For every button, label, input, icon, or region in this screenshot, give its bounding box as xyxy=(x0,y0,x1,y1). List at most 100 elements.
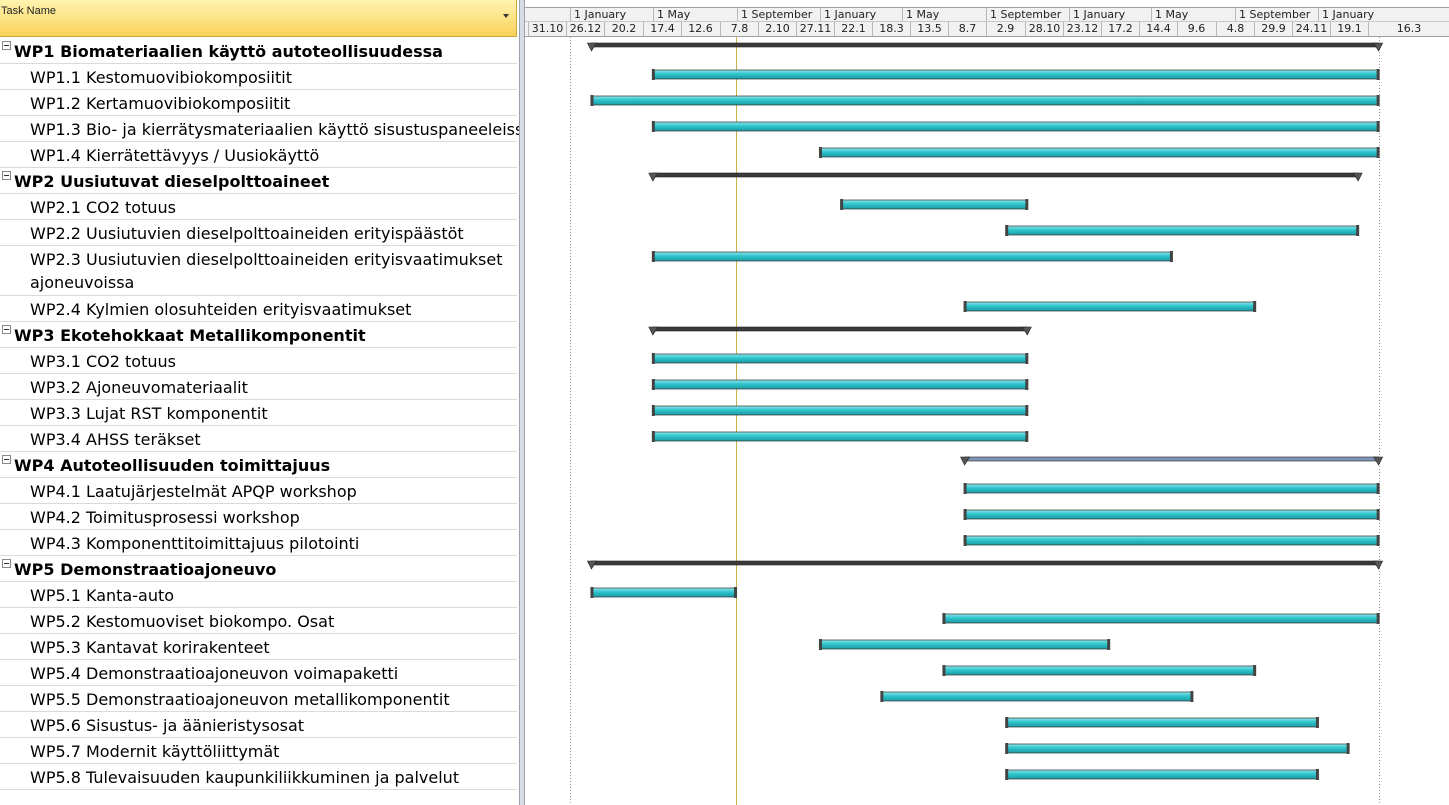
task-bar-end-cap xyxy=(1253,665,1257,676)
task-row[interactable]: WP5.1 Kanta-auto xyxy=(0,582,517,608)
task-bar-end-cap xyxy=(1190,691,1194,702)
task-row[interactable]: WP5.8 Tulevaisuuden kaupunkiliikkuminen … xyxy=(0,764,517,790)
task-bar-start-cap xyxy=(963,509,967,520)
timescale-label: 1 May xyxy=(902,8,986,21)
task-row[interactable]: WP3.1 CO2 totuus xyxy=(0,348,517,374)
task-row[interactable]: WP3.4 AHSS teräkset xyxy=(0,426,517,452)
column-filter-arrow-icon[interactable] xyxy=(503,14,509,18)
summary-task-row[interactable]: WP5 Demonstraatioajoneuvo xyxy=(0,556,517,582)
task-bar-end-cap xyxy=(1253,301,1257,312)
task-bar xyxy=(964,509,1379,520)
timescale-label: 1 September xyxy=(737,8,820,21)
summary-start-marker xyxy=(586,560,597,570)
task-name-column-header[interactable]: Task Name xyxy=(0,0,517,37)
task-name: WP3.2 Ajoneuvomateriaalit xyxy=(30,378,248,397)
task-bar-start-cap xyxy=(818,147,822,158)
task-bar-start-cap xyxy=(651,379,655,390)
task-name: WP2 Uusiutuvat dieselpolttoaineet xyxy=(14,172,330,191)
summary-start-marker xyxy=(648,326,659,336)
timescale-label: 27.11 xyxy=(796,22,834,36)
gantt-bars xyxy=(570,37,1384,805)
task-bar xyxy=(652,379,1028,390)
task-bar-start-cap xyxy=(963,483,967,494)
task-bar-end-cap xyxy=(1169,251,1173,262)
task-row[interactable]: WP2.2 Uusiutuvien dieselpolttoaineiden e… xyxy=(0,220,517,246)
timescale-label: 12.6 xyxy=(681,22,719,36)
task-bar-end-cap xyxy=(1376,509,1380,520)
task-row[interactable]: WP5.6 Sisustus- ja äänieristysosat xyxy=(0,712,517,738)
task-bar-end-cap xyxy=(1346,743,1350,754)
collapse-minus-icon[interactable] xyxy=(2,171,11,180)
task-row[interactable]: WP5.4 Demonstraatioajoneuvon voimapakett… xyxy=(0,660,517,686)
task-bar xyxy=(943,665,1256,676)
task-name: WP1.4 Kierrätettävyys / Uusiokäyttö xyxy=(30,146,320,165)
task-bar xyxy=(943,613,1379,624)
task-row[interactable]: WP5.2 Kestomuoviset biokompo. Osat xyxy=(0,608,517,634)
summary-task-row[interactable]: WP2 Uusiutuvat dieselpolttoaineet xyxy=(0,168,517,194)
timescale-label: 29.9 xyxy=(1254,22,1292,36)
timescale-label: 1 May xyxy=(653,8,737,21)
task-name: WP2.2 Uusiutuvien dieselpolttoaineiden e… xyxy=(30,224,464,243)
task-bar xyxy=(1005,743,1349,754)
task-name: WP3 Ekotehokkaat Metallikomponentit xyxy=(14,326,366,345)
task-row[interactable]: WP1.3 Bio- ja kierrätysmateriaalien käyt… xyxy=(0,116,519,142)
task-name: WP1.3 Bio- ja kierrätysmateriaalien käyt… xyxy=(30,120,519,139)
timescale-label: 17.4 xyxy=(643,22,681,36)
task-row[interactable]: WP1.4 Kierrätettävyys / Uusiokäyttö xyxy=(0,142,517,168)
task-bar-end-cap xyxy=(1025,431,1029,442)
task-row[interactable]: WP4.1 Laatujärjestelmät APQP workshop xyxy=(0,478,517,504)
task-bar-end-cap xyxy=(1025,405,1029,416)
summary-end-marker xyxy=(1373,42,1384,52)
summary-task-row[interactable]: WP4 Autoteollisuuden toimittajuus xyxy=(0,452,517,478)
task-bar-end-cap xyxy=(1376,613,1380,624)
collapse-minus-icon[interactable] xyxy=(2,455,11,464)
task-row[interactable]: WP4.3 Komponenttitoimittajuus pilotointi xyxy=(0,530,517,556)
task-row[interactable]: WP5.7 Modernit käyttöliittymät xyxy=(0,738,517,764)
task-row[interactable]: WP1.2 Kertamuovibiokomposiitit xyxy=(0,90,517,116)
timescale-label: 31.10 xyxy=(528,22,566,36)
timescale-label: 20.2 xyxy=(604,22,643,36)
collapse-minus-icon[interactable] xyxy=(2,559,11,568)
task-row[interactable]: WP3.3 Lujat RST komponentit xyxy=(0,400,517,426)
summary-end-marker xyxy=(1373,560,1384,570)
task-bar-end-cap xyxy=(1376,483,1380,494)
task-name: WP1 Biomateriaalien käyttö autoteollisuu… xyxy=(14,42,443,61)
task-name: WP4.2 Toimitusprosessi workshop xyxy=(30,508,300,527)
timescale-label: 1 January xyxy=(820,8,902,21)
task-name: WP5.2 Kestomuoviset biokompo. Osat xyxy=(30,612,335,631)
task-row[interactable]: WP5.5 Demonstraatioajoneuvon metallikomp… xyxy=(0,686,517,712)
task-bar-start-cap xyxy=(590,587,594,598)
task-bar-end-cap xyxy=(1315,717,1319,728)
timescale-label: 9.6 xyxy=(1177,22,1215,36)
summary-start-marker xyxy=(648,172,659,182)
task-name: WP3.3 Lujat RST komponentit xyxy=(30,404,268,423)
task-name: WP1.2 Kertamuovibiokomposiitit xyxy=(30,94,291,113)
task-row[interactable]: WP3.2 Ajoneuvomateriaalit xyxy=(0,374,517,400)
task-bar-end-cap xyxy=(734,587,738,598)
summary-task-row[interactable]: WP1 Biomateriaalien käyttö autoteollisuu… xyxy=(0,38,517,64)
timescale-label: 28.10 xyxy=(1025,22,1063,36)
task-name: WP5.3 Kantavat korirakenteet xyxy=(30,638,270,657)
summary-bar xyxy=(964,456,1379,462)
summary-task-row[interactable]: WP3 Ekotehokkaat Metallikomponentit xyxy=(0,322,517,348)
task-name: WP4.1 Laatujärjestelmät APQP workshop xyxy=(30,482,357,501)
task-row[interactable]: WP5.3 Kantavat korirakenteet xyxy=(0,634,517,660)
task-row[interactable]: WP2.1 CO2 totuus xyxy=(0,194,517,220)
task-row[interactable]: WP4.2 Toimitusprosessi workshop xyxy=(0,504,517,530)
task-name: WP2.4 Kylmien olosuhteiden erityisvaatim… xyxy=(30,300,412,319)
collapse-minus-icon[interactable] xyxy=(2,41,11,50)
timescale-label: 2.10 xyxy=(758,22,796,36)
task-bar-end-cap xyxy=(1376,121,1380,132)
timescale-bottom-tier: 31.10 26.12 20.2 17.4 12.6 7.8 2.10 27.11 22.1 18… xyxy=(525,22,1449,37)
task-bar-start-cap xyxy=(880,691,884,702)
summary-bar xyxy=(652,172,1359,178)
timescale-label: 1 January xyxy=(1069,8,1151,21)
task-bar-end-cap xyxy=(1025,379,1029,390)
timescale-label: 8.7 xyxy=(948,22,986,36)
task-row[interactable]: WP2.3 Uusiutuvien dieselpolttoaineiden e… xyxy=(0,246,517,296)
task-bar-start-cap xyxy=(942,665,946,676)
collapse-minus-icon[interactable] xyxy=(2,325,11,334)
task-row[interactable]: WP2.4 Kylmien olosuhteiden erityisvaatim… xyxy=(0,296,517,322)
pane-splitter[interactable] xyxy=(519,0,525,805)
task-row[interactable]: WP1.1 Kestomuovibiokomposiitit xyxy=(0,64,517,90)
